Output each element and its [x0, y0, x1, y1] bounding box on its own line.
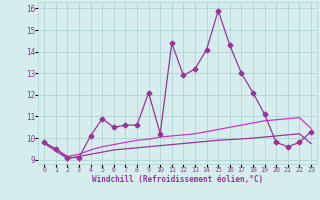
- X-axis label: Windchill (Refroidissement éolien,°C): Windchill (Refroidissement éolien,°C): [92, 175, 263, 184]
